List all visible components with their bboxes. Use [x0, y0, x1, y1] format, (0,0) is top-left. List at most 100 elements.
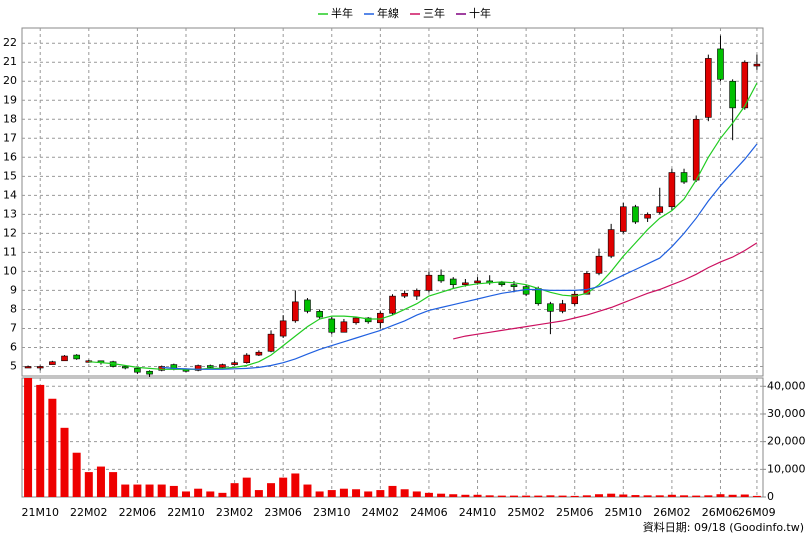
- candle-body: [534, 288, 542, 305]
- volume-bar: [631, 495, 640, 497]
- candle-body: [121, 366, 129, 369]
- candle-body: [328, 318, 336, 333]
- candle-body: [705, 58, 712, 118]
- y-tick-label: 10: [3, 264, 17, 277]
- volume-bar: [619, 494, 628, 497]
- x-tick-label: 25M06: [556, 506, 594, 519]
- legend-label: 三年: [423, 6, 445, 20]
- candle-body: [389, 295, 396, 314]
- x-tick-label: 25M02: [507, 506, 545, 519]
- volume-tick-label: 30,000: [767, 407, 806, 420]
- y-tick-label: 7: [10, 321, 17, 334]
- x-tick-label: 26M06: [702, 506, 740, 519]
- volume-bar: [546, 495, 555, 497]
- candle-body: [753, 63, 761, 67]
- volume-bar: [181, 491, 190, 497]
- candle-body: [231, 362, 238, 365]
- volume-bar: [473, 494, 482, 497]
- y-tick-label: 11: [3, 245, 17, 258]
- volume-bar: [109, 472, 118, 497]
- candle-body: [413, 290, 421, 297]
- volume-bar: [595, 494, 604, 497]
- volume-bar: [157, 484, 166, 497]
- x-tick-label: 24M02: [362, 506, 400, 519]
- volume-bar: [437, 493, 446, 497]
- candle-body: [219, 364, 226, 368]
- volume-bar: [485, 495, 494, 497]
- candle-body: [692, 118, 700, 181]
- candle-body: [194, 365, 202, 371]
- volume-tick-label: 20,000: [767, 435, 806, 448]
- candle-body: [474, 280, 481, 284]
- volume-bar: [412, 491, 421, 497]
- volume-bar: [582, 495, 591, 497]
- volume-bar: [570, 495, 579, 497]
- volume-bar: [121, 484, 130, 497]
- volume-bar: [667, 494, 676, 497]
- x-tick-label: 24M10: [459, 506, 497, 519]
- candle-body: [49, 361, 56, 365]
- volume-bar: [364, 491, 373, 497]
- candle-body: [741, 61, 749, 109]
- candle-body: [680, 172, 688, 183]
- volume-bar: [48, 398, 57, 497]
- candle-body: [36, 366, 44, 369]
- y-tick-label: 15: [3, 169, 17, 182]
- x-tick-label: 26M09: [738, 506, 776, 519]
- x-tick-label: 25M10: [605, 506, 643, 519]
- volume-bar: [461, 494, 470, 497]
- candle-body: [620, 206, 627, 232]
- volume-bar: [169, 485, 178, 497]
- candle-body: [146, 370, 153, 375]
- volume-bar: [339, 488, 348, 497]
- volume-bar: [558, 495, 567, 497]
- x-tick-label: 22M10: [167, 506, 205, 519]
- candle-body: [644, 214, 651, 219]
- candle-body: [571, 293, 579, 305]
- ma-line: [88, 82, 758, 370]
- volume-bar: [327, 490, 336, 497]
- volume-bar: [267, 483, 276, 497]
- volume-bar: [72, 452, 81, 497]
- ma-line: [161, 143, 758, 370]
- volume-bar: [449, 494, 458, 497]
- volume-bar: [84, 472, 93, 497]
- volume-bar: [509, 495, 518, 497]
- candle-body: [206, 365, 214, 368]
- y-tick-label: 17: [3, 131, 17, 144]
- candle-body: [547, 303, 554, 312]
- y-tick-label: 21: [3, 55, 17, 68]
- volume-bar: [218, 492, 227, 497]
- volume-tick-label: 0: [767, 490, 774, 503]
- volume-bar: [607, 493, 616, 497]
- x-tick-label: 22M02: [70, 506, 108, 519]
- y-tick-label: 13: [3, 207, 17, 220]
- volume-tick-label: 40,000: [767, 379, 806, 392]
- candle-body: [61, 355, 68, 362]
- volume-bar: [303, 484, 312, 497]
- candle-body: [559, 303, 566, 312]
- volume-bar: [376, 490, 385, 497]
- candle-body: [364, 317, 372, 323]
- volume-bar: [680, 495, 689, 497]
- candle-body: [717, 48, 724, 80]
- candle-body: [632, 206, 639, 223]
- y-tick-label: 16: [3, 150, 17, 163]
- x-tick-label: 26M02: [653, 506, 691, 519]
- volume-bar: [291, 473, 300, 497]
- candle-body: [134, 368, 141, 373]
- x-tick-label: 24M06: [410, 506, 448, 519]
- volume-frame: [21, 377, 764, 498]
- y-tick-label: 6: [10, 340, 17, 353]
- volume-bar: [752, 495, 761, 497]
- candle-body: [279, 320, 287, 337]
- y-tick-label: 19: [3, 93, 17, 106]
- volume-bar: [497, 495, 506, 497]
- volume-bar: [315, 491, 324, 497]
- candle-body: [304, 299, 311, 312]
- y-tick-label: 9: [10, 283, 17, 296]
- y-tick-label: 20: [3, 74, 17, 87]
- y-tick-label: 18: [3, 112, 17, 125]
- x-tick-label: 21M10: [21, 506, 59, 519]
